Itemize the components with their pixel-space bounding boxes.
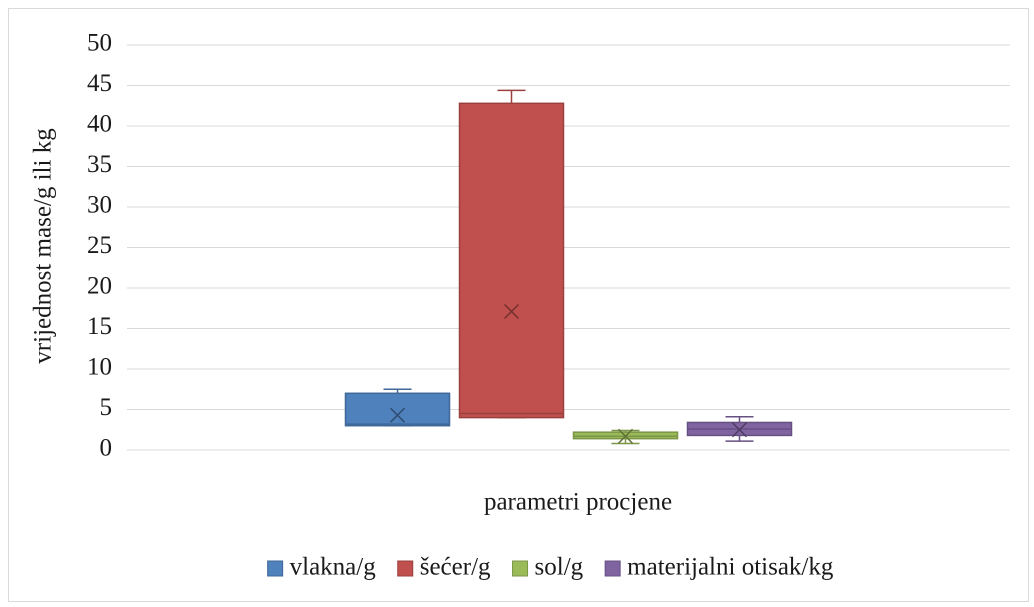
legend-swatch bbox=[512, 560, 529, 577]
x-axis-title: parametri procjene bbox=[484, 489, 672, 516]
y-tick-label: 5 bbox=[100, 394, 113, 421]
y-tick-label: 0 bbox=[100, 435, 113, 462]
y-tick-label: 30 bbox=[87, 192, 112, 219]
legend-label: vlakna/g bbox=[290, 554, 377, 581]
legend: vlakna/g šećer/g sol/g materijalni otisak/k… bbox=[267, 554, 834, 581]
legend-label: sol/g bbox=[535, 554, 584, 581]
legend-swatch bbox=[604, 560, 621, 577]
box bbox=[344, 392, 451, 427]
box bbox=[458, 102, 565, 419]
y-axis-title: vrijednost mase/g ili kg bbox=[30, 128, 57, 364]
y-tick-label: 20 bbox=[87, 273, 112, 300]
legend-swatch bbox=[267, 560, 284, 577]
legend-swatch bbox=[397, 560, 414, 577]
mean-marker bbox=[503, 303, 520, 320]
legend-label: šećer/g bbox=[420, 554, 491, 581]
y-tick-label: 40 bbox=[87, 111, 112, 138]
y-tick-label: 45 bbox=[87, 70, 112, 97]
mean-marker bbox=[617, 428, 634, 444]
mean-marker bbox=[731, 422, 748, 438]
mean-marker bbox=[389, 407, 406, 423]
y-tick-label: 50 bbox=[87, 30, 112, 57]
y-tick-label: 25 bbox=[87, 232, 112, 259]
y-tick-label: 35 bbox=[87, 151, 112, 178]
y-tick-label: 15 bbox=[87, 313, 112, 340]
y-tick-label: 10 bbox=[87, 354, 112, 381]
legend-label: materijalni otisak/kg bbox=[627, 554, 834, 581]
